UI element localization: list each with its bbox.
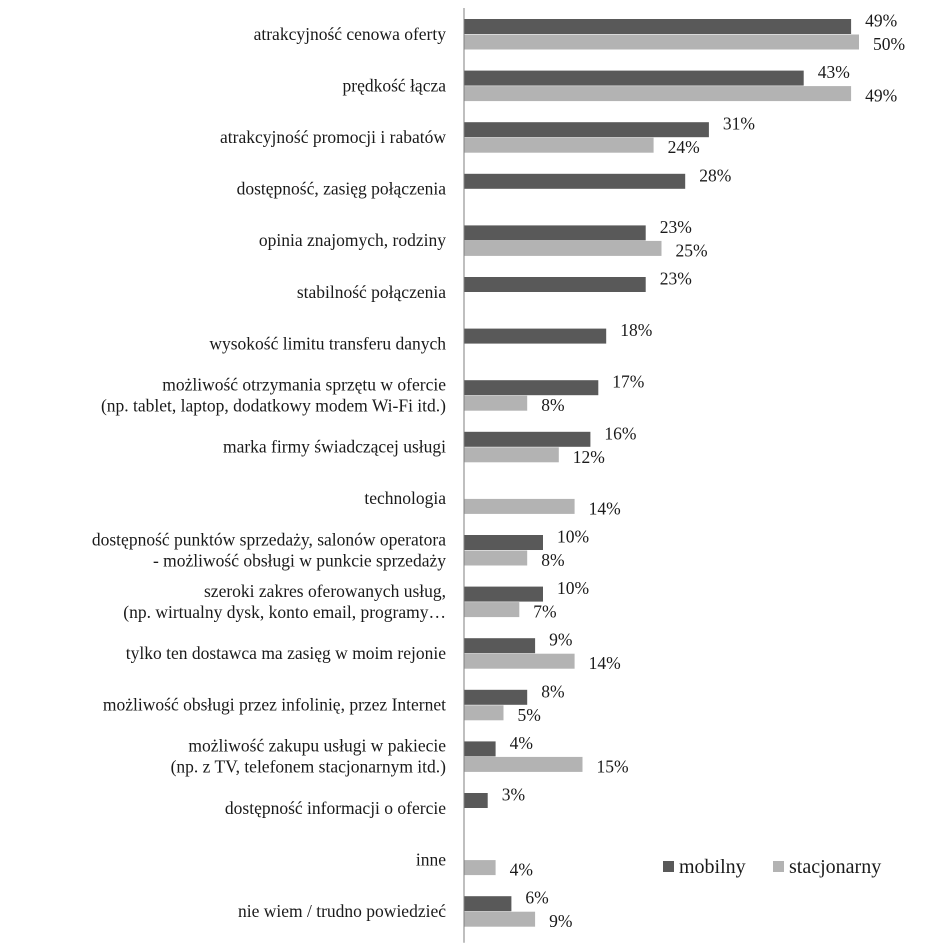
category-label: dostępność punktów sprzedaży, salonów op…	[92, 529, 446, 570]
data-label: 5%	[518, 705, 541, 725]
legend-label-stacjonarny: stacjonarny	[789, 856, 881, 878]
category-label: stabilność połączenia	[297, 282, 446, 302]
bar-stacjonarny	[464, 550, 528, 566]
data-label: 17%	[612, 372, 644, 392]
category-label: atrakcyjność promocji i rabatów	[220, 127, 446, 147]
bar-mobilny	[464, 380, 599, 396]
bar-stacjonarny	[464, 705, 504, 721]
bar-mobilny	[464, 586, 543, 602]
data-label: 25%	[676, 240, 708, 260]
bar-mobilny	[464, 741, 496, 757]
data-label: 8%	[541, 681, 564, 701]
category-label: możliwość otrzymania sprzętu w ofercie (n…	[101, 375, 446, 416]
data-label: 28%	[699, 165, 731, 185]
bar-stacjonarny	[464, 653, 575, 669]
bars-layer	[464, 19, 859, 927]
data-label: 23%	[660, 217, 692, 237]
data-label: 16%	[604, 423, 636, 443]
data-label: 15%	[597, 756, 629, 776]
legend-label-mobilny: mobilny	[679, 856, 746, 878]
category-label: wysokość limitu transferu danych	[209, 333, 446, 353]
legend-swatch-stacjonarny	[773, 861, 784, 872]
data-label: 9%	[549, 911, 572, 931]
bar-mobilny	[464, 793, 488, 808]
data-label: 10%	[557, 578, 589, 598]
category-label: tylko ten dostawca ma zasięg w moim rejo…	[126, 643, 446, 663]
category-label: atrakcyjność cenowa oferty	[254, 24, 447, 44]
data-label: 49%	[865, 11, 897, 31]
bar-mobilny	[464, 19, 852, 34]
data-label: 23%	[660, 269, 692, 289]
category-label: nie wiem / trudno powiedzieć	[238, 901, 446, 921]
data-label: 18%	[620, 320, 652, 340]
bar-stacjonarny	[464, 860, 496, 876]
data-label: 8%	[541, 395, 564, 415]
data-label: 10%	[557, 527, 589, 547]
bar-mobilny	[464, 122, 709, 138]
bar-stacjonarny	[464, 34, 859, 50]
data-label: 7%	[533, 602, 556, 622]
data-label: 49%	[865, 86, 897, 106]
data-label: 3%	[502, 785, 525, 805]
bar-mobilny	[464, 173, 686, 189]
data-label: 8%	[541, 550, 564, 570]
data-label: 43%	[818, 62, 850, 82]
bar-mobilny	[464, 689, 528, 705]
category-label: szeroki zakres oferowanych usług, (np. wi…	[123, 581, 446, 622]
bar-stacjonarny	[464, 86, 852, 102]
bar-stacjonarny	[464, 911, 536, 927]
bar-mobilny	[464, 535, 543, 550]
data-label: 31%	[723, 114, 755, 134]
legend-swatch-mobilny	[663, 861, 674, 872]
data-label: 12%	[573, 447, 605, 467]
category-label: możliwość obsługi przez infolinię, przez…	[103, 695, 446, 715]
bar-stacjonarny	[464, 447, 559, 463]
bar-mobilny	[464, 277, 646, 292]
category-label: marka firmy świadczącej usługi	[223, 437, 446, 457]
bar-mobilny	[464, 896, 512, 912]
bar-mobilny	[464, 431, 591, 447]
data-label: 50%	[873, 34, 905, 54]
legend: mobilny stacjonarny	[663, 856, 881, 878]
data-label: 6%	[525, 888, 548, 908]
bar-stacjonarny	[464, 240, 662, 256]
data-label: 14%	[589, 653, 621, 673]
bar-stacjonarny	[464, 602, 520, 618]
data-label: 4%	[510, 860, 533, 880]
category-label: dostępność informacji o ofercie	[225, 798, 446, 818]
bar-mobilny	[464, 225, 646, 241]
data-label: 24%	[668, 137, 700, 157]
category-label: możliwość zakupu usługi w pakiecie (np. z…	[171, 736, 447, 777]
category-label: inne	[416, 849, 446, 869]
value-labels: 49% 50% 43% 49% 31% 24% 28% 23% 25% 23% 18% 17% 8% 16…	[502, 11, 905, 932]
bar-mobilny	[464, 70, 804, 86]
category-label: opinia znajomych, rodziny	[259, 230, 446, 250]
data-label: 4%	[510, 733, 533, 753]
bar-stacjonarny	[464, 137, 654, 153]
category-labels: atrakcyjność cenowa oferty prędkość łącza…	[92, 24, 446, 921]
bar-stacjonarny	[464, 756, 583, 772]
data-label: 9%	[549, 630, 572, 650]
category-label: prędkość łącza	[343, 75, 447, 95]
data-label: 14%	[589, 498, 621, 518]
bar-stacjonarny	[464, 498, 575, 514]
bar-mobilny	[464, 328, 607, 344]
category-label: technologia	[364, 488, 446, 508]
bar-stacjonarny	[464, 395, 528, 411]
bar-mobilny	[464, 638, 536, 654]
category-label: dostępność, zasięg połączenia	[237, 179, 447, 199]
